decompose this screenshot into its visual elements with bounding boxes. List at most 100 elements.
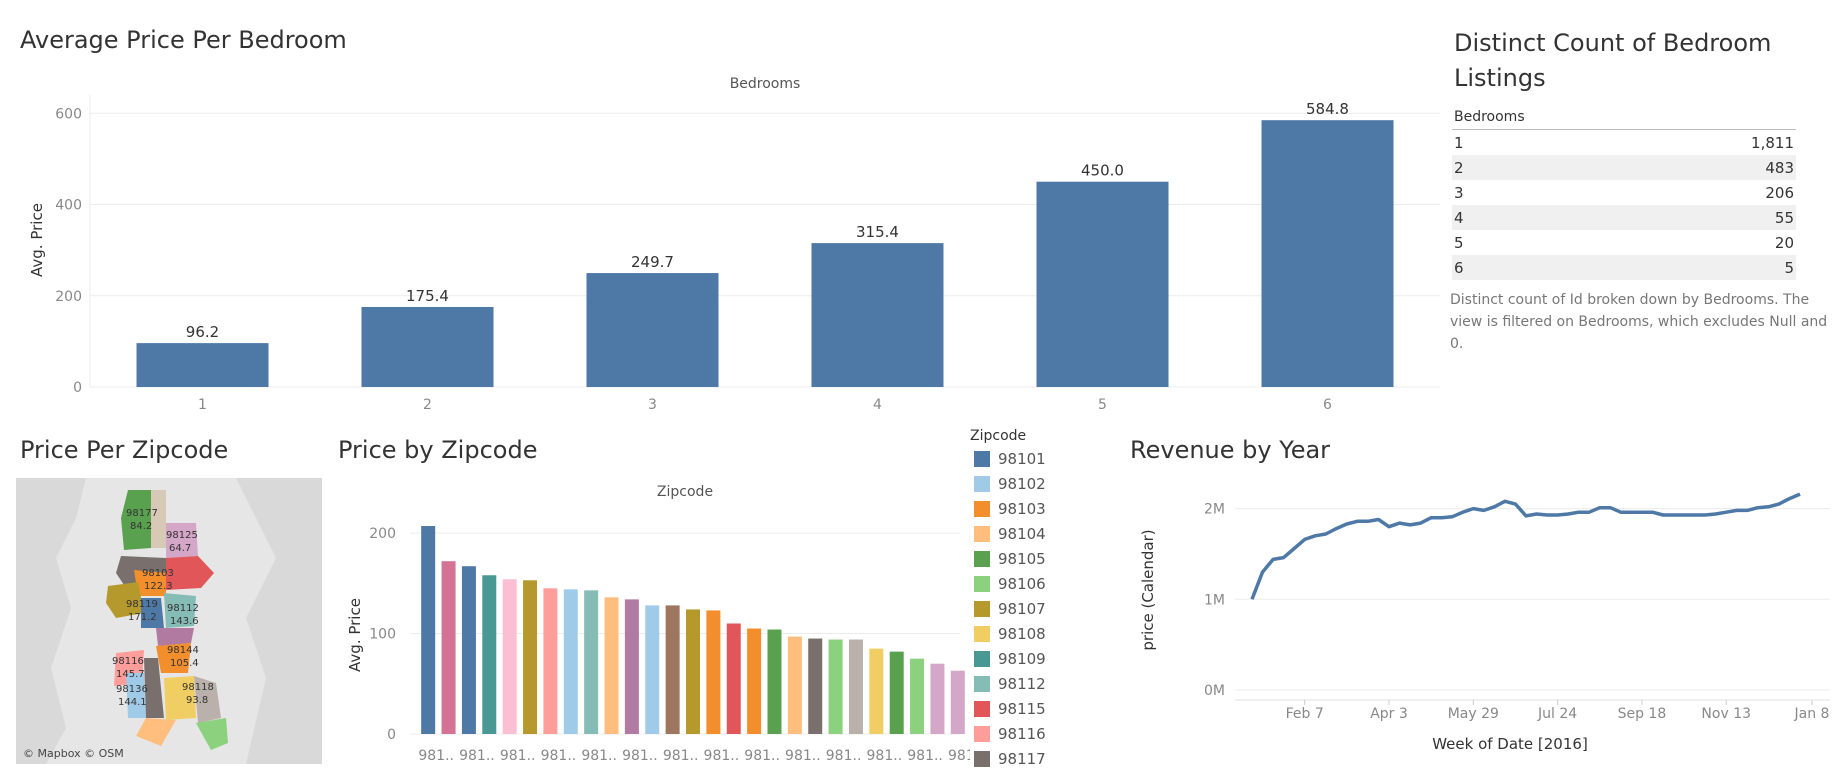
bar[interactable] xyxy=(811,243,944,387)
map-region-98177-east xyxy=(151,490,166,548)
table-row[interactable]: 5 20 xyxy=(1452,230,1796,255)
bar[interactable] xyxy=(848,639,863,734)
bar[interactable] xyxy=(482,575,497,734)
bar[interactable] xyxy=(441,561,456,734)
y-axis-title: Avg. Price xyxy=(28,203,46,277)
bar[interactable] xyxy=(665,605,680,734)
bar[interactable] xyxy=(869,648,884,734)
legend-label: 98101 xyxy=(998,449,1046,468)
table-row[interactable]: 1 1,811 xyxy=(1452,130,1796,156)
legend-item[interactable]: 98106 xyxy=(970,571,1080,596)
legend-item[interactable]: 98105 xyxy=(970,546,1080,571)
x-tick-label: 981.. xyxy=(826,748,862,764)
revenue-line-chart: price (Calendar) Week of Date [2016] 0M 1M 2… xyxy=(1139,492,1830,753)
table-row[interactable]: 4 55 xyxy=(1452,205,1796,230)
map-region-98119 xyxy=(106,582,144,618)
legend-item[interactable]: 98104 xyxy=(970,521,1080,546)
map-land-east xyxy=(236,478,322,764)
legend-item[interactable]: 98107 xyxy=(970,596,1080,621)
bar[interactable] xyxy=(910,658,925,734)
legend-item[interactable]: 98108 xyxy=(970,621,1080,646)
bedroom-price-chart: Bedrooms Avg. Price 0 200 400 600 96.2 1 175.4 2 2… xyxy=(28,76,1440,413)
legend-item[interactable]: 98115 xyxy=(970,696,1080,721)
legend-swatch xyxy=(974,475,990,492)
x-tick-label: 3 xyxy=(648,397,657,413)
x-tick-label: Jul 24 xyxy=(1537,706,1577,722)
distinct-count-table: Bedrooms 1 1,811 2 483 3 206 4 55 5 20 6… xyxy=(1452,105,1796,280)
bar[interactable] xyxy=(828,639,843,734)
bar[interactable] xyxy=(706,610,721,734)
legend-label: 98103 xyxy=(998,499,1046,518)
map-label-value: 171.2 xyxy=(128,612,157,623)
bar-value-label: 315.4 xyxy=(856,223,899,241)
x-tick-label: Apr 3 xyxy=(1370,706,1408,722)
bar[interactable] xyxy=(726,623,741,734)
zipcode-map[interactable]: 98177 84.2 98125 64.7 98103 122.3 98119 … xyxy=(16,478,322,764)
bar[interactable] xyxy=(586,273,719,387)
y-tick-label: 100 xyxy=(369,627,396,643)
bar[interactable] xyxy=(604,597,619,734)
bar[interactable] xyxy=(686,609,700,734)
bar[interactable] xyxy=(950,670,965,734)
bar[interactable] xyxy=(645,605,660,734)
x-tick-label: Feb 7 xyxy=(1286,706,1324,722)
bar[interactable] xyxy=(502,579,517,734)
distinct-count-title-line1: Distinct Count of Bedroom xyxy=(1454,29,1772,57)
x-tick-label: 981.. xyxy=(622,748,658,764)
table-row[interactable]: 3 206 xyxy=(1452,180,1796,205)
row-value: 55 xyxy=(1663,205,1796,230)
legend-item[interactable]: 98101 xyxy=(970,446,1080,471)
map-region-98118 xyxy=(194,676,221,723)
revenue-title: Revenue by Year xyxy=(1130,436,1331,464)
legend-item[interactable]: 98103 xyxy=(970,496,1080,521)
legend-item[interactable]: 98102 xyxy=(970,471,1080,496)
bar[interactable] xyxy=(787,636,802,734)
legend-item[interactable]: 98109 xyxy=(970,646,1080,671)
x-tick-label: 981.. xyxy=(907,748,943,764)
bar[interactable] xyxy=(1261,120,1394,387)
map-label-value: 93.8 xyxy=(186,695,208,706)
bar[interactable] xyxy=(747,628,762,734)
row-value: 483 xyxy=(1663,155,1796,180)
x-tick-label: 981.. xyxy=(704,748,740,764)
legend-item[interactable]: 98112 xyxy=(970,671,1080,696)
bar[interactable] xyxy=(584,590,599,734)
bar[interactable] xyxy=(461,566,476,734)
bar[interactable] xyxy=(930,663,945,734)
zip-chart-title: Price by Zipcode xyxy=(338,436,538,464)
bar[interactable] xyxy=(136,343,269,387)
bar[interactable] xyxy=(767,629,782,734)
bar[interactable] xyxy=(808,638,823,734)
map-label-zip: 98118 xyxy=(182,682,214,693)
legend-swatch xyxy=(974,550,990,567)
x-tick-label: 2 xyxy=(423,397,432,413)
row-value: 20 xyxy=(1774,233,1794,252)
legend-swatch xyxy=(974,450,990,467)
bar[interactable] xyxy=(1036,181,1169,387)
row-label: 2 xyxy=(1452,155,1664,180)
x-tick-label: Nov 13 xyxy=(1701,706,1751,722)
bar[interactable] xyxy=(889,651,904,734)
map-label-value: 145.7 xyxy=(116,669,145,680)
bar[interactable] xyxy=(563,589,578,734)
x-tick-label: 981.. xyxy=(948,748,970,764)
bar[interactable] xyxy=(543,588,558,734)
row-value: 5 xyxy=(1663,255,1796,280)
table-row[interactable]: 6 5 xyxy=(1452,255,1796,280)
x-tick-label: 981.. xyxy=(785,748,821,764)
x-tick-label: Jan 8 xyxy=(1794,706,1830,722)
revenue-line[interactable] xyxy=(1250,492,1801,600)
map-label-zip: 98116 xyxy=(112,656,144,667)
legend-item[interactable]: 98117 xyxy=(970,746,1080,771)
table-row[interactable]: 2 483 xyxy=(1452,155,1796,180)
bar-value-label: 584.8 xyxy=(1306,100,1349,118)
bar[interactable] xyxy=(523,580,538,734)
bar[interactable] xyxy=(624,599,639,734)
bar[interactable] xyxy=(361,306,494,387)
map-region-98115 xyxy=(166,556,214,590)
legend-item[interactable]: 98116 xyxy=(970,721,1080,746)
bar[interactable] xyxy=(421,526,436,734)
x-axis-title: Bedrooms xyxy=(730,76,801,92)
y-tick-label: 1M xyxy=(1204,592,1225,608)
